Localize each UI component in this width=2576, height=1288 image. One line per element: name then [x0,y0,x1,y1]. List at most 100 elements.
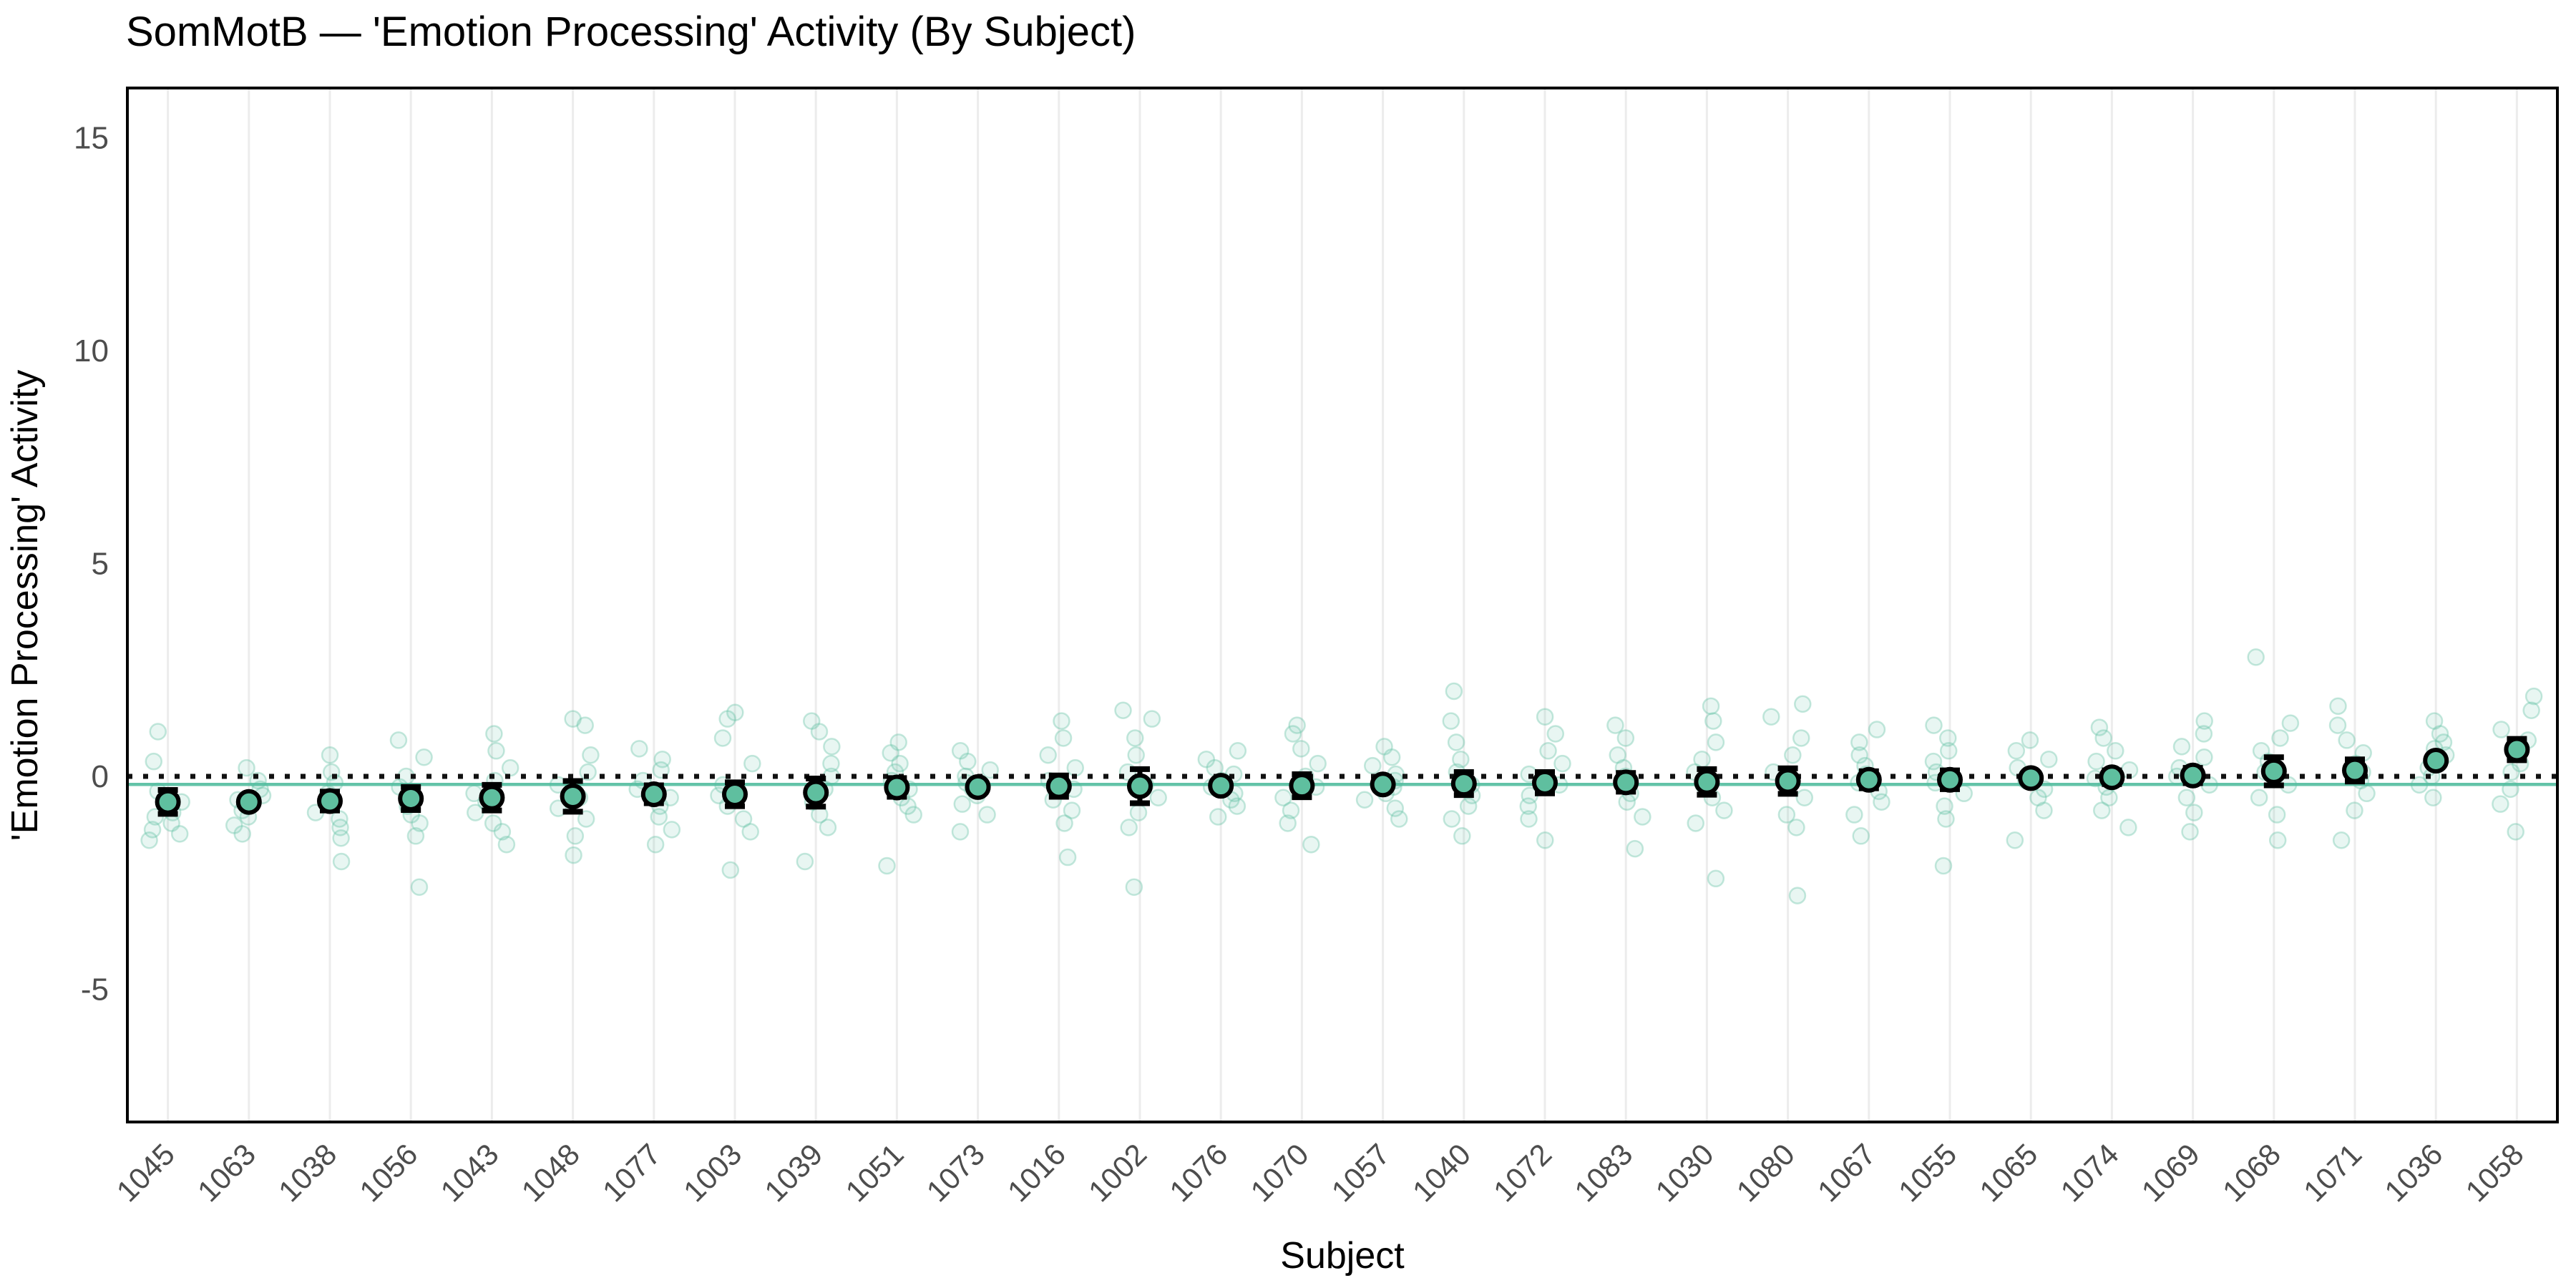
trial-point [1459,797,1478,815]
trial-point [1292,740,1310,758]
trial-point [2329,697,2347,716]
trial-point [2021,731,2039,749]
trial-point [1925,716,1943,734]
trial-point [1375,738,1393,756]
trial-point [1442,712,1460,730]
trial-point [2119,819,2137,836]
trial-point [2250,789,2268,806]
trial-point [501,758,519,777]
trial-point [1707,869,1725,888]
trial-point [566,827,585,845]
trial-point [741,823,759,841]
trial-point [225,816,243,834]
subject-mean-marker [317,788,343,814]
trial-point [721,861,740,879]
trial-point [1055,814,1073,832]
subject-mean-marker [2504,736,2530,763]
trial-point [823,738,841,756]
trial-point [1229,742,1247,760]
trial-point [1687,814,1705,832]
trial-point [2492,721,2510,738]
trial-point [2424,789,2442,806]
subject-mean-marker [2099,764,2125,791]
trial-point [2346,801,2363,819]
trial-point [145,752,163,771]
trial-point [2092,801,2111,819]
subject-mean-marker [1045,773,1072,799]
trial-point [2328,716,2347,734]
trial-point [331,810,348,828]
trial-point [734,810,753,828]
trial-point [1386,799,1405,817]
subject-mean-marker [1370,771,1396,798]
trial-point [953,795,972,813]
trial-point [1939,742,1958,760]
trial-point [810,723,829,741]
trial-point [1066,758,1085,777]
trial-point [1794,695,1812,713]
trial-point [1924,752,1943,771]
trial-point [1382,748,1401,766]
subject-mean-marker [1694,769,1720,795]
trial-point [1787,819,1805,836]
y-axis-title: 'Emotion Processing' Activity [4,370,46,841]
subject-mean-marker [1127,773,1153,799]
trial-point [1715,801,1733,819]
trial-point [1453,827,1471,845]
trial-point [415,748,433,766]
trial-point [1845,806,1863,824]
trial-point [1536,831,1554,849]
trial-point [878,857,896,875]
trial-point [819,819,837,836]
trial-point [1777,806,1796,824]
y-tick-label: -5 [81,972,109,1008]
trial-point [803,712,821,730]
trial-point [565,846,582,864]
trial-point [233,825,251,843]
trial-point [1939,729,1957,747]
trial-point [630,740,648,758]
trial-point [1762,708,1780,726]
y-tick-label: 5 [92,547,109,582]
trial-point [1792,729,1810,747]
trial-point [743,754,761,773]
y-tick-label: 10 [74,333,109,369]
y-tick-label: 15 [74,121,109,156]
subject-mean-marker [1532,769,1558,796]
trial-point [2268,831,2287,849]
subject-mean-marker [560,783,586,809]
gridlines-group [167,88,2518,1122]
trial-point [1390,810,1408,828]
trial-point [2522,701,2540,720]
trial-point [889,733,907,751]
trial-point [1852,827,1870,845]
mean-markers-group [155,736,2530,815]
subject-mean-marker [1613,769,1639,796]
trial-point [1626,839,1644,858]
trial-point [1309,754,1327,773]
trial-point [2338,731,2356,749]
trial-point [1937,810,1955,828]
trial-point [978,806,996,824]
trial-point [1519,797,1537,815]
subject-mean-marker [1937,766,1963,793]
trial-point [1039,746,1057,764]
trial-point [487,742,505,760]
trial-point [2434,733,2453,751]
trial-point [1149,789,1167,806]
trial-point [2524,687,2543,706]
trial-point [1355,791,1374,809]
trial-point [2268,806,2286,824]
trial-point [891,754,909,773]
trial-point [1364,756,1382,775]
trial-point [904,806,922,824]
trial-point [410,878,429,896]
trial-point [1143,710,1161,728]
trial-point [1197,750,1216,769]
subject-mean-marker [2180,762,2206,789]
trial-point [321,746,339,764]
trial-point [1302,835,1320,854]
trial-point [1702,697,1720,716]
